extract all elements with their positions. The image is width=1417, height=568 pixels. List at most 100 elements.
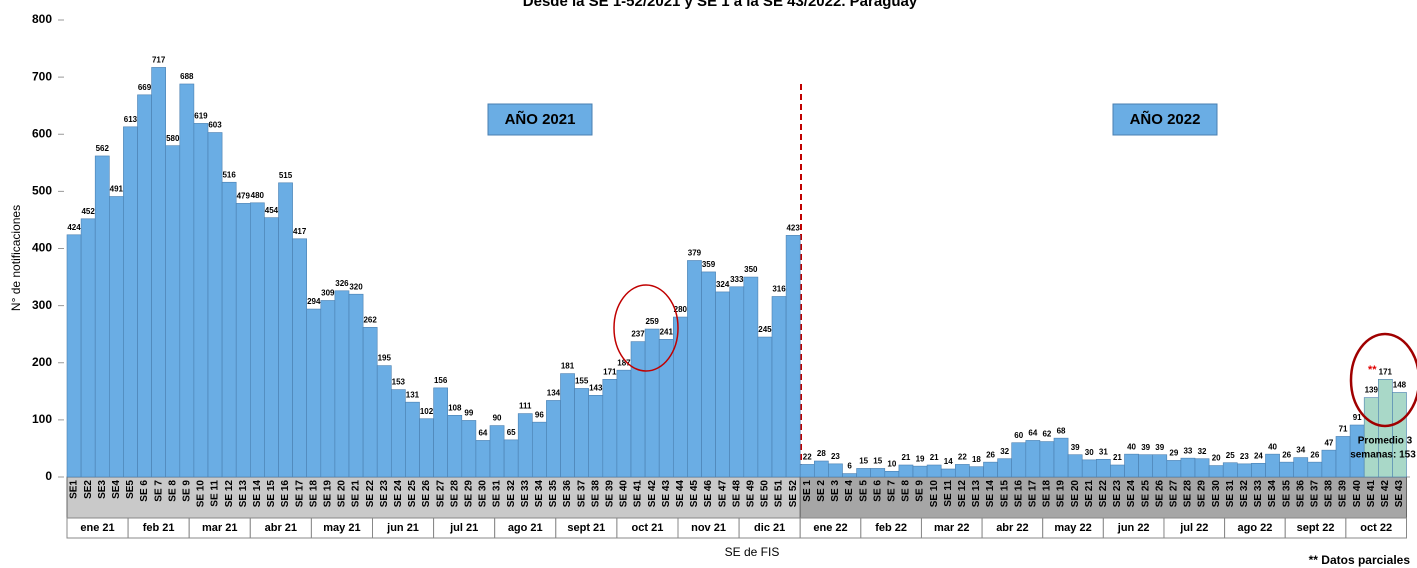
bar bbox=[926, 464, 942, 478]
data-label: 32 bbox=[1000, 447, 1009, 456]
bar bbox=[433, 387, 449, 478]
month-label: sept 21 bbox=[567, 522, 605, 534]
x-axis-label: SE de FIS bbox=[725, 545, 780, 559]
bar bbox=[884, 470, 900, 478]
x-tick-label: SE 11 bbox=[943, 480, 954, 507]
bar bbox=[912, 465, 928, 478]
bar bbox=[1067, 454, 1083, 478]
bar bbox=[799, 464, 815, 478]
y-tick-label: 400 bbox=[32, 241, 52, 255]
bar bbox=[1335, 436, 1351, 478]
month-label: dic 21 bbox=[754, 522, 785, 534]
x-tick-label: SE 41 bbox=[1366, 480, 1377, 508]
annotation: semanas: 153 bbox=[1350, 450, 1416, 461]
year-label: AÑO 2021 bbox=[505, 110, 576, 128]
x-tick-label: SE 17 bbox=[294, 480, 305, 508]
bar bbox=[306, 308, 322, 478]
bar bbox=[123, 126, 138, 478]
bar bbox=[701, 271, 716, 478]
data-label: 333 bbox=[730, 275, 744, 284]
bar bbox=[828, 463, 843, 478]
x-tick-label: SE 18 bbox=[308, 480, 319, 508]
bar bbox=[1208, 465, 1224, 478]
bar bbox=[1194, 458, 1210, 478]
data-label: 71 bbox=[1339, 425, 1348, 434]
x-tick-label: SE 18 bbox=[1042, 480, 1053, 508]
x-tick-label: SE3 bbox=[97, 480, 108, 499]
bar bbox=[207, 132, 223, 478]
data-label: 717 bbox=[152, 56, 166, 65]
data-label: 515 bbox=[279, 171, 293, 180]
bar bbox=[348, 293, 364, 478]
x-tick-label: SE 35 bbox=[548, 480, 559, 508]
bar bbox=[461, 420, 477, 478]
x-tick-label: SE 12 bbox=[224, 480, 235, 508]
bar bbox=[1378, 379, 1393, 478]
data-label: 39 bbox=[1071, 443, 1080, 452]
data-label: 64 bbox=[478, 429, 487, 438]
data-label: 96 bbox=[535, 410, 544, 419]
x-tick-label: SE 15 bbox=[266, 480, 277, 508]
data-label: 62 bbox=[1042, 430, 1051, 439]
bar bbox=[531, 421, 547, 478]
bar bbox=[743, 276, 759, 478]
bar bbox=[940, 468, 956, 478]
x-tick-label: SE 37 bbox=[1309, 480, 1320, 508]
data-label: 259 bbox=[645, 317, 659, 326]
bar bbox=[1152, 454, 1168, 478]
data-label: 148 bbox=[1393, 381, 1407, 390]
bar bbox=[1307, 461, 1323, 478]
data-label: 316 bbox=[772, 285, 786, 294]
month-label: oct 22 bbox=[1360, 522, 1392, 534]
bar bbox=[1138, 454, 1153, 478]
x-tick-label: SE 13 bbox=[238, 480, 249, 508]
bar bbox=[489, 425, 505, 478]
x-tick-label: SE 39 bbox=[1338, 480, 1349, 508]
bar bbox=[66, 234, 82, 478]
y-tick-label: 100 bbox=[32, 412, 52, 426]
x-tick-label: SE 23 bbox=[379, 480, 390, 508]
x-tick-label: SE 32 bbox=[1239, 480, 1250, 508]
x-tick-label: SE 22 bbox=[1098, 480, 1109, 508]
bar bbox=[842, 473, 857, 478]
x-tick-label: SE 31 bbox=[492, 480, 503, 508]
data-label: 379 bbox=[688, 249, 702, 258]
data-label: 423 bbox=[786, 223, 800, 232]
x-tick-label: SE 8 bbox=[167, 480, 178, 502]
data-label: 143 bbox=[589, 383, 603, 392]
bar bbox=[1293, 457, 1309, 478]
data-label: 324 bbox=[716, 280, 730, 289]
bar bbox=[109, 196, 124, 478]
data-label: 60 bbox=[1014, 431, 1023, 440]
data-label: 21 bbox=[930, 453, 939, 462]
x-tick-label: SE 16 bbox=[1013, 480, 1024, 508]
month-label: feb 22 bbox=[875, 522, 907, 534]
bar bbox=[362, 327, 378, 478]
bar bbox=[137, 94, 152, 478]
bar bbox=[1237, 463, 1252, 478]
data-label: 23 bbox=[1240, 452, 1249, 461]
month-cell bbox=[1345, 517, 1407, 539]
x-tick-label: SE 34 bbox=[1267, 480, 1278, 508]
data-label: 18 bbox=[972, 455, 981, 464]
data-label: 26 bbox=[986, 450, 995, 459]
data-label: 171 bbox=[603, 367, 617, 376]
data-label: 108 bbox=[448, 403, 462, 412]
x-tick-label: SE 20 bbox=[337, 480, 348, 508]
bar bbox=[447, 415, 463, 478]
x-tick-label: SE 29 bbox=[1197, 480, 1208, 508]
data-label: 171 bbox=[1379, 367, 1393, 376]
data-label: 603 bbox=[208, 121, 222, 130]
x-tick-label: SE 7 bbox=[886, 480, 897, 502]
data-label: 15 bbox=[859, 457, 868, 466]
chart-title: Desde la SE 1-52/2021 y SE 1 a la SE 43/… bbox=[523, 0, 918, 10]
x-tick-label: SE 5 bbox=[858, 480, 869, 502]
bar bbox=[1166, 460, 1182, 478]
bar bbox=[334, 290, 350, 478]
bar bbox=[503, 439, 519, 478]
data-label: 47 bbox=[1324, 438, 1333, 447]
data-label: 359 bbox=[702, 260, 716, 269]
data-label: 26 bbox=[1310, 450, 1319, 459]
data-label: 181 bbox=[561, 362, 575, 371]
x-tick-label: SE 13 bbox=[971, 480, 982, 508]
